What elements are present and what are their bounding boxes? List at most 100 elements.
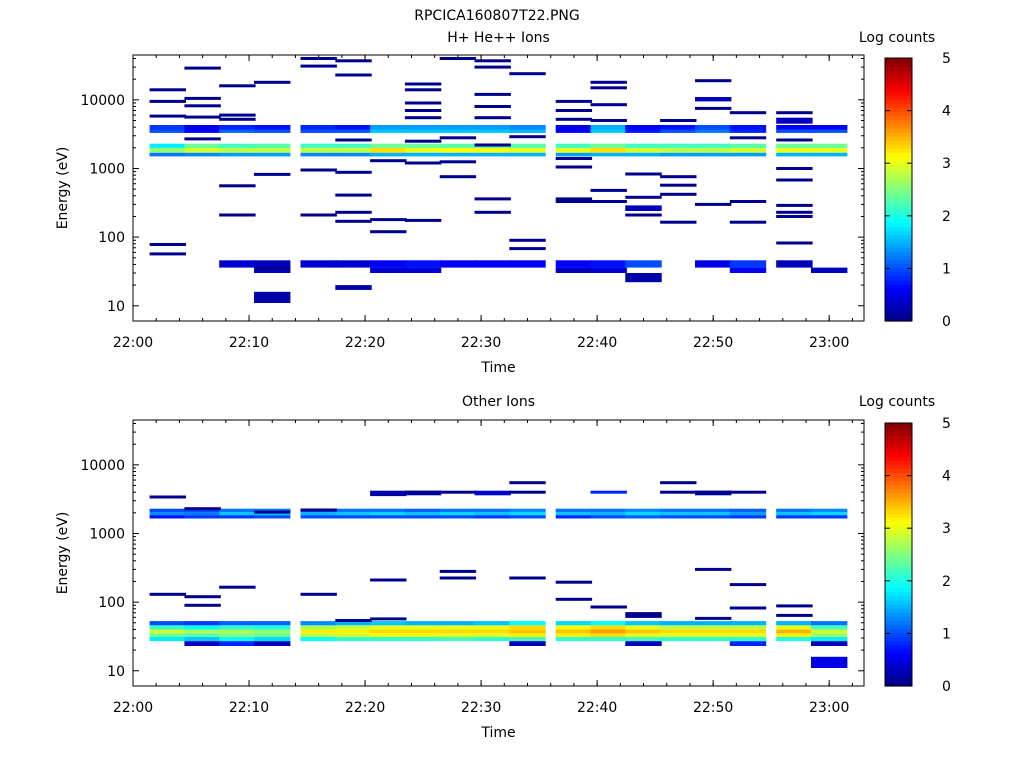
heatmap-cell xyxy=(404,125,442,130)
heatmap-line xyxy=(300,213,337,217)
heatmap-line xyxy=(590,103,627,107)
heatmap-line xyxy=(625,612,662,616)
heatmap-cell xyxy=(660,129,697,133)
heatmap-cell xyxy=(370,125,407,130)
heatmap-cell xyxy=(254,129,291,133)
heatmap-cell xyxy=(555,143,593,148)
heatmap-line xyxy=(729,220,767,224)
colorbar-segment xyxy=(885,189,912,195)
heatmap-line xyxy=(625,195,662,199)
colorbar-segment xyxy=(885,156,912,162)
heatmap-cell xyxy=(695,633,732,637)
panel-title: H+ He++ Ions xyxy=(447,30,550,46)
heatmap-line xyxy=(555,580,593,584)
colorbar-segment xyxy=(885,550,912,556)
colorbar-segment xyxy=(885,148,912,154)
heatmap-cell xyxy=(509,621,546,626)
y-tick-label: 10 xyxy=(107,299,125,315)
heatmap-line xyxy=(729,490,767,494)
heatmap-cell xyxy=(509,641,546,646)
heatmap-cell xyxy=(625,125,662,130)
heatmap-cell xyxy=(729,260,767,268)
heatmap-line xyxy=(254,172,291,176)
heatmap-cell xyxy=(555,621,593,626)
heatmap-cell xyxy=(300,129,337,133)
heatmap-cell xyxy=(439,143,477,148)
heatmap-line xyxy=(695,616,732,620)
heatmap-line xyxy=(660,220,697,224)
heatmap-cell xyxy=(300,633,337,637)
colorbar-tick-label: 0 xyxy=(942,314,951,330)
colorbar-segment xyxy=(885,218,912,223)
heatmap-cell xyxy=(219,147,256,153)
y-tick-label: 10 xyxy=(107,664,125,680)
heatmap-cell xyxy=(335,152,372,157)
heatmap-cell xyxy=(474,625,511,630)
colorbar-segment xyxy=(885,649,912,654)
heatmap-cell xyxy=(184,515,221,519)
colorbar-tick-label: 5 xyxy=(942,51,951,67)
heatmap-cell xyxy=(695,143,732,148)
heatmap-cell xyxy=(300,143,337,148)
heatmap-cell xyxy=(335,285,372,290)
heatmap-cell xyxy=(149,512,186,516)
heatmap-cell xyxy=(219,629,256,634)
heatmap-cell xyxy=(254,508,291,513)
heatmap-cell xyxy=(300,147,337,153)
colorbar-segment xyxy=(885,78,912,84)
heatmap-cell xyxy=(474,637,511,642)
heatmap-cell xyxy=(184,629,221,634)
y-tick-label: 10000 xyxy=(80,458,125,474)
heatmap-cell xyxy=(370,152,407,157)
heatmap-line xyxy=(370,617,407,621)
colorbar-segment xyxy=(885,210,912,215)
heatmap-cell xyxy=(370,147,407,153)
heatmap-cell xyxy=(300,512,337,516)
colorbar-frame xyxy=(884,422,913,687)
heatmap-cell xyxy=(509,125,546,130)
colorbar-tick-label: 4 xyxy=(942,104,951,120)
heatmap-line xyxy=(776,215,813,218)
heatmap-line xyxy=(404,139,442,143)
heatmap-cell xyxy=(509,508,546,513)
heatmap-cell xyxy=(590,125,627,130)
heatmap-cell xyxy=(625,512,662,516)
colorbar-segment xyxy=(885,677,912,683)
heatmap-line xyxy=(335,170,372,174)
heatmap-cell xyxy=(149,129,186,133)
heatmap-line xyxy=(184,66,221,70)
heatmap-cell xyxy=(811,125,848,130)
heatmap-cell xyxy=(254,143,291,148)
colorbar-segment xyxy=(885,99,912,104)
heatmap-cell xyxy=(219,515,256,519)
heatmap-line xyxy=(184,603,221,607)
heatmap-cell xyxy=(625,147,662,153)
heatmap-line xyxy=(695,567,732,571)
heatmap-cell xyxy=(811,629,848,634)
heatmap-line xyxy=(474,92,511,96)
heatmap-cell xyxy=(335,143,372,148)
heatmap-cell xyxy=(695,260,732,268)
heatmap-line xyxy=(555,117,593,121)
colorbar-segment xyxy=(885,111,912,117)
heatmap-cell xyxy=(370,260,407,268)
heatmap-cell xyxy=(555,508,593,513)
heatmap-cell xyxy=(184,147,221,153)
heatmap-line xyxy=(219,213,256,217)
heatmap-cell xyxy=(184,508,221,513)
colorbar-segment xyxy=(885,251,912,256)
heatmap-line xyxy=(184,96,221,100)
colorbar-segment xyxy=(885,612,912,617)
colorbar-tick-label: 1 xyxy=(942,626,951,642)
heatmap-cell xyxy=(404,147,442,153)
heatmap-line xyxy=(509,72,546,76)
heatmap-cell xyxy=(254,512,291,516)
heatmap-line xyxy=(776,241,813,245)
heatmap-line xyxy=(335,59,372,63)
heatmap-cell xyxy=(590,129,627,133)
heatmap-cell xyxy=(439,637,477,642)
heatmap-cell xyxy=(300,125,337,130)
heatmap-cell xyxy=(184,129,221,133)
heatmap-cell xyxy=(555,512,593,516)
heatmap-cell xyxy=(370,515,407,519)
